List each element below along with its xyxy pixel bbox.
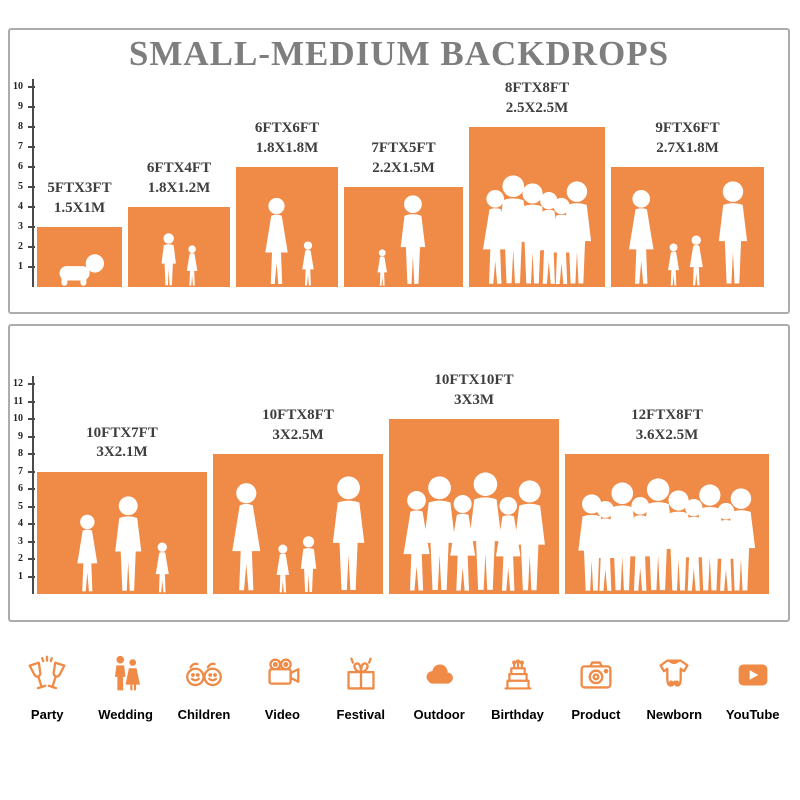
person-silhouette [323,476,374,594]
backdrop-size-label: 12FTX8FT 3.6X2.5M [631,407,703,443]
backdrop-rect [213,454,383,594]
category-video: Video [244,652,320,722]
blocks-row: 10FTX7FT 3X2.1M 10FTX8FT 3X2.5M 10FTX10FT 3X3… [37,371,769,594]
newborn-icon [659,659,689,687]
category-label: Party [30,707,64,722]
person-silhouette [257,197,296,287]
backdrop-size-label: 10FTX7FT 3X2.1M [86,424,158,461]
person-silhouette [151,542,174,594]
ruler: 1 2 3 4 5 6 7 8 9 10 11 12 [13,376,35,594]
top-panel: SMALL-MEDIUM BACKDROPS 1 2 3 4 5 6 7 8 9 10 5FTX3… [8,28,790,314]
category-strip: Party Wedding Children [0,652,800,722]
outdoor-icon [426,664,454,684]
category-birthday: Birthday [480,652,556,722]
person-silhouette [374,249,390,287]
person-silhouette [505,480,554,594]
birthday-icon [503,659,532,690]
backdrop-size-label: 8FTX8FT 2.5X2.5M [504,80,570,116]
category-wedding: Wedding [88,652,164,722]
backdrop-block: 9FTX6FT 2.7X1.8M [611,119,764,287]
backdrop-size-label: 5FTX3FT 1.5X1M [47,180,112,216]
backdrop-rect [389,419,559,594]
backdrop-size-label: 10FTX8FT 3X2.5M [262,407,334,443]
backdrop-rect [611,167,764,287]
person-silhouette [183,245,201,287]
backdrop-size-label: 7FTX5FT 2.2X1.5M [371,140,436,176]
party-icon [28,655,66,690]
category-label: YouTube [725,707,780,722]
person-silhouette [554,181,600,287]
person-silhouette [107,496,149,594]
blocks-row: 5FTX3FT 1.5X1M 6FTX4FT 1.8X1.2M 6FTX6FT 1.8X1… [37,79,764,287]
backdrop-block: 6FTX6FT 1.8X1.8M [236,119,338,287]
category-label: Video [264,707,300,722]
category-label: Product [571,707,621,722]
ruler: 1 2 3 4 5 6 7 8 9 10 [13,79,35,287]
person-silhouette [157,233,180,287]
backdrop-rect [37,471,207,594]
backdrop-size-label: 10FTX10FT 3X3M [434,372,514,408]
person-silhouette [272,544,294,594]
person-silhouette [70,514,105,594]
category-children: Children [166,652,242,722]
category-festival: Festival [323,652,399,722]
person-silhouette [664,243,683,287]
category-outdoor: Outdoor [401,652,477,722]
bottom-panel: 1 2 3 4 5 6 7 8 9 10 11 12 10FTX7FT 3X2.1M 10FTX8FT 3X… [8,324,790,622]
video-icon [268,658,300,685]
person-silhouette [710,181,756,287]
person-silhouette [393,195,433,287]
backdrop-rect [469,127,605,287]
children-icon [186,662,222,687]
product-icon [580,661,612,689]
backdrop-block: 12FTX8FT 3.6X2.5M [565,406,769,594]
person-silhouette [53,253,105,287]
backdrop-size-label: 6FTX6FT 1.8X1.8M [254,120,320,156]
person-silhouette [222,482,271,594]
person-silhouette [620,189,662,287]
backdrop-block: 8FTX8FT 2.5X2.5M [469,79,605,287]
backdrop-rect [37,227,122,287]
category-label: Wedding [98,707,153,722]
category-newborn: Newborn [636,652,712,722]
person-silhouette [298,241,318,287]
person-silhouette [685,235,708,287]
backdrop-block: 5FTX3FT 1.5X1M [37,179,122,287]
backdrop-rect [128,207,230,287]
backdrop-block: 6FTX4FT 1.8X1.2M [128,159,230,287]
backdrop-size-label: 6FTX4FT 1.8X1.2M [146,160,212,196]
backdrop-rect [236,167,338,287]
wedding-icon [114,655,140,691]
backdrop-block: 7FTX5FT 2.2X1.5M [344,139,463,287]
person-silhouette [718,488,764,594]
category-label: Birthday [491,707,544,722]
backdrop-rect [344,187,463,287]
page-title: SMALL-MEDIUM BACKDROPS [128,34,670,73]
person-silhouette [296,536,321,594]
category-product: Product [558,652,634,722]
category-party: Party [9,652,85,722]
category-label: Children [177,707,231,722]
backdrop-block: 10FTX8FT 3X2.5M [213,406,383,594]
festival-icon [347,657,375,690]
category-youtube: YouTube [715,652,791,722]
backdrop-size-label: 9FTX6FT 2.7X1.8M [655,120,720,156]
category-label: Outdoor [413,707,465,722]
category-label: Newborn [646,707,703,722]
backdrop-rect [565,454,769,594]
category-label: Festival [336,707,385,722]
backdrop-block: 10FTX7FT 3X2.1M [37,424,207,594]
backdrop-block: 10FTX10FT 3X3M [389,371,559,594]
youtube-icon [738,664,768,686]
